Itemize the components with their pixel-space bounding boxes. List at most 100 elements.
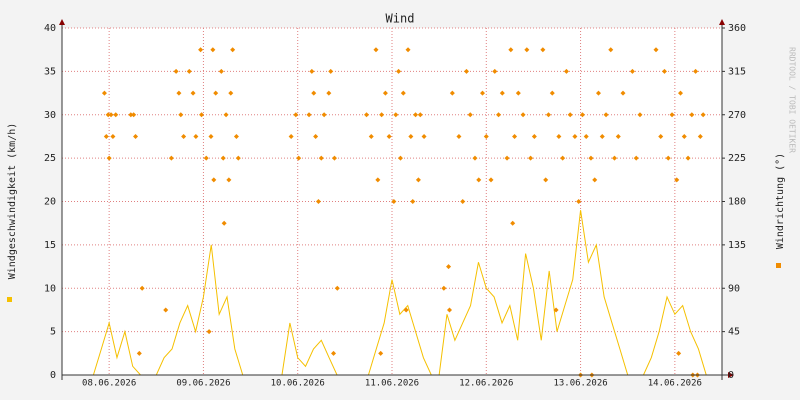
wind-direction-dot <box>531 133 537 139</box>
wind-direction-dot <box>186 68 192 74</box>
wind-direction-dot <box>408 133 414 139</box>
wind-direction-dot <box>210 47 216 53</box>
wind-direction-dot <box>386 133 392 139</box>
wind-direction-dot <box>326 90 332 96</box>
wind-direction-dot <box>629 68 635 74</box>
y2-tick-label: 45 <box>728 327 740 338</box>
wind-direction-dot <box>681 133 687 139</box>
wind-direction-dot <box>368 133 374 139</box>
y-tick-label: 10 <box>44 283 56 294</box>
wind-direction-dot <box>488 177 494 183</box>
wind-direction-dot <box>415 177 421 183</box>
wind-direction-dot <box>540 47 546 53</box>
wind-direction-dot <box>382 90 388 96</box>
wind-direction-dot <box>108 112 114 118</box>
wind-direction-dot <box>700 112 706 118</box>
wind-direction-dot <box>413 112 419 118</box>
wind-direction-dot <box>421 133 427 139</box>
wind-direction-dot <box>665 155 671 161</box>
wind-direction-dot <box>318 155 324 161</box>
wind-direction-dot <box>373 47 379 53</box>
wind-direction-dot <box>173 68 179 74</box>
wind-direction-dot <box>101 90 107 96</box>
watermark: RRDTOOL / TOBI OETIKER <box>788 47 797 153</box>
wind-direction-dot <box>103 133 109 139</box>
x-tick-label: 09.06.2026 <box>176 379 230 389</box>
wind-direction-dot <box>615 133 621 139</box>
x-tick-label: 13.06.2026 <box>553 379 607 389</box>
legend-swatch <box>776 263 781 268</box>
wind-direction-dot <box>233 133 239 139</box>
wind-direction-dot <box>331 350 337 356</box>
x-tick-label: 12.06.2026 <box>459 379 513 389</box>
wind-direction-dot <box>417 112 423 118</box>
wind-direction-dot <box>508 47 514 53</box>
wind-direction-dot <box>612 155 618 161</box>
chart-title: Wind <box>386 12 415 26</box>
wind-direction-dot <box>223 112 229 118</box>
axis-arrow <box>719 19 725 25</box>
wind-direction-dot <box>653 47 659 53</box>
wind-direction-dot <box>105 112 111 118</box>
wind-direction-dot <box>199 112 205 118</box>
wind-direction-dot <box>313 133 319 139</box>
wind-direction-dot <box>110 133 116 139</box>
wind-direction-dot <box>213 90 219 96</box>
wind-direction-dot <box>496 112 502 118</box>
axis-arrow <box>59 19 65 25</box>
wind-direction-dot <box>396 68 402 74</box>
wind-direction-dot <box>293 112 299 118</box>
y2-tick-label: 360 <box>728 23 746 34</box>
x-tick-label: 14.06.2026 <box>648 379 702 389</box>
wind-direction-dot <box>296 155 302 161</box>
wind-direction-dot <box>375 177 381 183</box>
wind-direction-dot <box>472 155 478 161</box>
wind-direction-dot <box>334 285 340 291</box>
wind-direction-dot <box>661 68 667 74</box>
wind-direction-dot <box>608 47 614 53</box>
wind-direction-dot <box>583 133 589 139</box>
wind-direction-dot <box>391 199 397 204</box>
wind-direction-dot <box>592 177 598 183</box>
wind-direction-dot <box>288 133 294 139</box>
wind-direction-dot <box>405 47 411 53</box>
wind-direction-dot <box>467 112 473 118</box>
y2-tick-label: 270 <box>728 110 746 121</box>
wind-direction-dot <box>226 177 232 183</box>
legend-swatch <box>7 297 12 302</box>
wind-speed-line <box>62 210 722 376</box>
wind-direction-dot <box>492 68 498 74</box>
marks <box>62 47 722 378</box>
wind-direction-dot <box>546 112 552 118</box>
wind-direction-dot <box>309 68 315 74</box>
wind-direction-dot <box>463 68 469 74</box>
y2-tick-label: 90 <box>728 283 740 294</box>
wind-direction-dot <box>220 155 226 161</box>
y-tick-label: 5 <box>50 327 56 338</box>
y2-tick-label: 225 <box>728 153 746 164</box>
wind-direction-dot <box>133 133 139 139</box>
wind-direction-dot <box>321 112 327 118</box>
wind-direction-dot <box>311 90 317 96</box>
y-tick-label: 20 <box>44 197 56 208</box>
x-tick-label: 10.06.2026 <box>271 379 325 389</box>
wind-direction-dot <box>669 112 675 118</box>
wind-direction-dot <box>206 329 212 335</box>
wind-direction-dot <box>447 307 453 313</box>
wind-direction-dot <box>190 90 196 96</box>
axis-arrow <box>728 372 734 378</box>
wind-direction-dot <box>456 133 462 139</box>
wind-direction-dot <box>603 112 609 118</box>
wind-direction-dot <box>676 350 682 356</box>
wind-direction-dot <box>131 112 137 118</box>
wind-direction-dot <box>567 112 573 118</box>
wind-direction-dot <box>620 90 626 96</box>
wind-direction-dot <box>193 133 199 139</box>
wind-direction-dot <box>480 90 486 96</box>
wind-direction-dot <box>515 90 521 96</box>
wind-direction-dot <box>113 112 119 118</box>
y-tick-label: 30 <box>44 110 56 121</box>
y-tick-label: 35 <box>44 66 56 77</box>
wind-direction-dot <box>549 90 555 96</box>
